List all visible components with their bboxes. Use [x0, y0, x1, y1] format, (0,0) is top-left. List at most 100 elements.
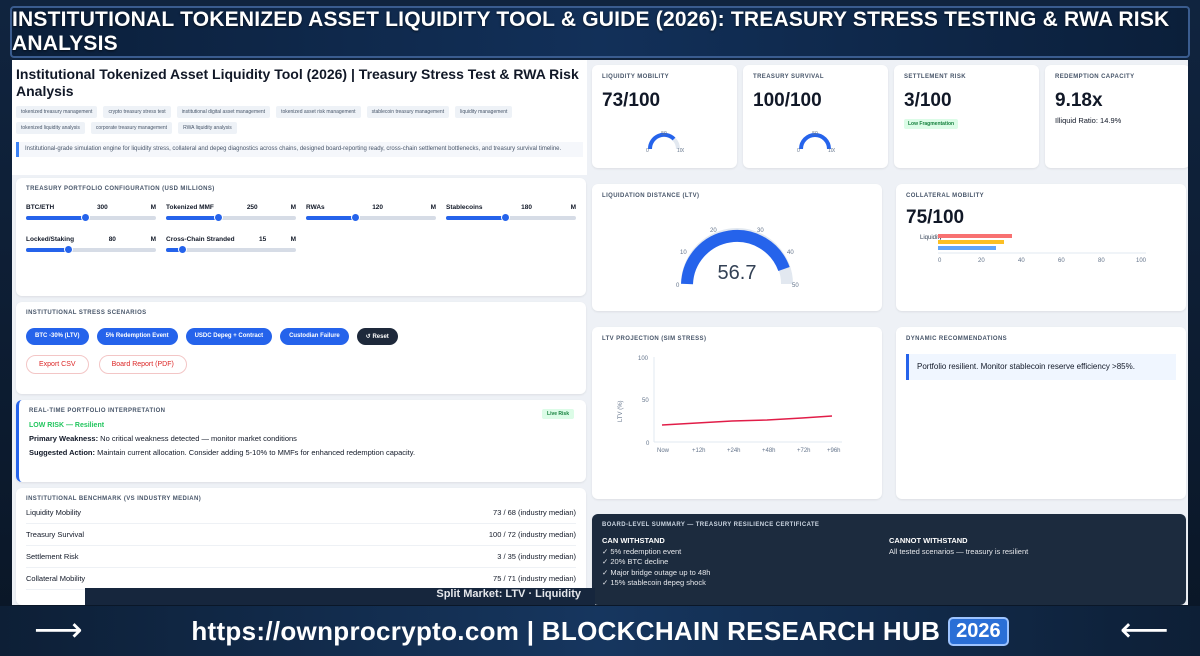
- collateral-bar: [938, 246, 996, 250]
- export-buttons: Export CSV Board Report (PDF): [26, 355, 576, 374]
- footer-url[interactable]: https://ownprocrypto.com | BLOCKCHAIN RE…: [191, 615, 941, 646]
- slider-label: Stablecoins: [446, 204, 483, 211]
- slider-track[interactable]: [306, 213, 436, 222]
- collateral-bar-chart: Liquidity 0 20 40 60 80 100: [920, 234, 1147, 264]
- slider-handle[interactable]: [63, 245, 73, 254]
- scenario-buttons: BTC -30% (LTV) 5% Redemption Event USDC …: [26, 328, 576, 345]
- gauge-tick: 0: [676, 283, 680, 289]
- slider-handle[interactable]: [351, 213, 361, 222]
- slider-handle[interactable]: [500, 213, 510, 222]
- slider-label: Tokenized MMF: [166, 204, 214, 211]
- can-item: ✓ 5% redemption event: [602, 546, 682, 556]
- description: Institutional-grade simulation engine fo…: [16, 142, 583, 157]
- kpi-value: 9.18x: [1055, 90, 1103, 111]
- kpi-title: REDEMPTION CAPACITY: [1055, 74, 1135, 80]
- slider-control[interactable]: Stablecoins 180 M: [446, 204, 576, 222]
- illiquid-ratio: Illiquid Ratio: 14.9%: [1055, 116, 1122, 125]
- can-item: ✓ Major bridge outage up to 48h: [602, 567, 711, 577]
- scenario-custodian-button[interactable]: Custodian Failure: [280, 328, 349, 345]
- slider-unit: M: [150, 204, 156, 211]
- can-title: CAN WITHSTAND: [602, 536, 665, 545]
- slider-control[interactable]: Cross-Chain Stranded 15 M: [166, 236, 296, 254]
- slider-track[interactable]: [166, 245, 296, 254]
- scenario-btc-button[interactable]: BTC -30% (LTV): [26, 328, 89, 345]
- tag[interactable]: crypto treasury stress test: [103, 106, 171, 118]
- tag[interactable]: liquidity management: [455, 106, 513, 118]
- tag[interactable]: tokenized asset risk management: [276, 106, 361, 118]
- gauge-tick: 10: [680, 250, 687, 256]
- kpi-value: 3/100: [904, 90, 952, 111]
- kpi-settlement-risk: SETTLEMENT RISK 3/100 Low Fragmentation: [894, 65, 1039, 168]
- board-report-button[interactable]: Board Report (PDF): [98, 355, 187, 374]
- slider-track[interactable]: [446, 213, 576, 222]
- slider-handle[interactable]: [80, 213, 90, 222]
- slider-fill: [26, 248, 68, 252]
- risk-status: LOW RISK — Resilient: [29, 422, 105, 429]
- scenario-usdc-button[interactable]: USDC Depeg + Contract: [185, 328, 273, 345]
- tag[interactable]: institutional digital asset management: [176, 106, 271, 118]
- slider-track[interactable]: [26, 245, 156, 254]
- benchmark-title: INSTITUTIONAL BENCHMARK (VS INDUSTRY MED…: [26, 496, 202, 502]
- x-tick: 80: [1098, 258, 1105, 264]
- slider-fill: [26, 216, 85, 220]
- tag[interactable]: corporate treasury management: [90, 122, 173, 134]
- slider-unit: M: [150, 236, 156, 243]
- can-item: ✓ 15% stablecoin depeg shock: [602, 578, 706, 587]
- benchmark-label: Collateral Mobility: [26, 574, 86, 583]
- gauge-hi: 100: [828, 148, 835, 153]
- portfolio-config-card: TREASURY PORTFOLIO CONFIGURATION (USD MI…: [16, 178, 586, 296]
- kpi-treasury-survival: TREASURY SURVIVAL 100/100 50 0 100: [743, 65, 888, 168]
- slider-handle[interactable]: [214, 213, 223, 222]
- collateral-title: COLLATERAL MOBILITY: [906, 193, 985, 199]
- export-csv-button[interactable]: Export CSV: [26, 355, 89, 374]
- slider-grid: BTC/ETH 300 M Tokenized MMF 250 M RWAs 120 M Stab…: [26, 204, 576, 254]
- ltv-line-chart: LTV (%) 100 50 0 Now +12h +24h +48h +72h…: [618, 356, 842, 454]
- slider-control[interactable]: Tokenized MMF 250 M: [166, 204, 296, 222]
- can-item: ✓ 20% BTC decline: [602, 557, 669, 566]
- tag[interactable]: tokenized liquidity analysis: [16, 122, 85, 134]
- slider-value: 180: [521, 204, 532, 211]
- interpretation-title: REAL-TIME PORTFOLIO INTERPRETATION: [29, 408, 166, 414]
- slider-track[interactable]: [166, 213, 296, 222]
- strip-text: Split Market: LTV · Liquidity: [436, 588, 581, 600]
- cannot-withstand-column: CANNOT WITHSTAND All tested scenarios — …: [889, 536, 1176, 589]
- can-withstand-column: CAN WITHSTAND ✓ 5% redemption event ✓ 20…: [602, 536, 889, 589]
- x-tick: +96h: [827, 448, 841, 454]
- benchmark-row: Liquidity Mobility 73 / 68 (industry medi…: [26, 502, 576, 524]
- scenario-redemption-button[interactable]: 5% Redemption Event: [96, 328, 178, 345]
- slider-value: 15: [258, 236, 267, 243]
- x-tick: 20: [978, 258, 985, 264]
- x-tick: +48h: [762, 448, 776, 454]
- slider-control[interactable]: Locked/Staking 80 M: [26, 236, 156, 254]
- slider-track[interactable]: [26, 213, 156, 222]
- kpi-title: TREASURY SURVIVAL: [753, 74, 824, 80]
- recommendations-title: DYNAMIC RECOMMENDATIONS: [906, 336, 1008, 342]
- arrow-right-icon: ⟶: [34, 611, 83, 649]
- app-page: Institutional Tokenized Asset Liquidity …: [12, 60, 1188, 605]
- kpi-title: SETTLEMENT RISK: [904, 74, 967, 80]
- kpi-redemption-capacity: REDEMPTION CAPACITY 9.18x Illiquid Ratio…: [1045, 65, 1188, 168]
- kpi-liquidity-mobility: LIQUIDITY MOBILITY 73/100 50 0 100: [592, 65, 737, 168]
- tag[interactable]: tokenized treasury management: [16, 106, 98, 118]
- slider-control[interactable]: RWAs 120 M: [306, 204, 436, 222]
- config-title: TREASURY PORTFOLIO CONFIGURATION (USD MI…: [26, 186, 215, 192]
- ltv-ylabel: LTV (%): [618, 400, 624, 422]
- tag[interactable]: RWA liquidity analysis: [178, 122, 237, 134]
- gauge-lo: 0: [646, 148, 649, 153]
- slider-handle[interactable]: [177, 245, 187, 254]
- left-column: Institutional Tokenized Asset Liquidity …: [12, 60, 587, 605]
- reset-button[interactable]: ↺ Reset: [356, 328, 398, 345]
- tag[interactable]: stablecoin treasury management: [366, 106, 450, 118]
- benchmark-value: 3 / 35 (industry median): [497, 552, 576, 561]
- live-badge: Live Risk: [542, 409, 574, 419]
- y-tick: 50: [642, 398, 649, 404]
- x-tick: +12h: [692, 448, 706, 454]
- ltv-gauge: 56.7 0 10 20 30 40 50: [676, 228, 799, 289]
- slider-unit: M: [290, 204, 296, 211]
- gauge-tick: 50: [792, 283, 799, 289]
- cannot-text: All tested scenarios — treasury is resil…: [889, 546, 1029, 556]
- stress-scenarios-card: INSTITUTIONAL STRESS SCENARIOS BTC -30% …: [16, 302, 586, 394]
- tag-list: tokenized treasury management crypto tre…: [16, 106, 583, 134]
- slider-control[interactable]: BTC/ETH 300 M: [26, 204, 156, 222]
